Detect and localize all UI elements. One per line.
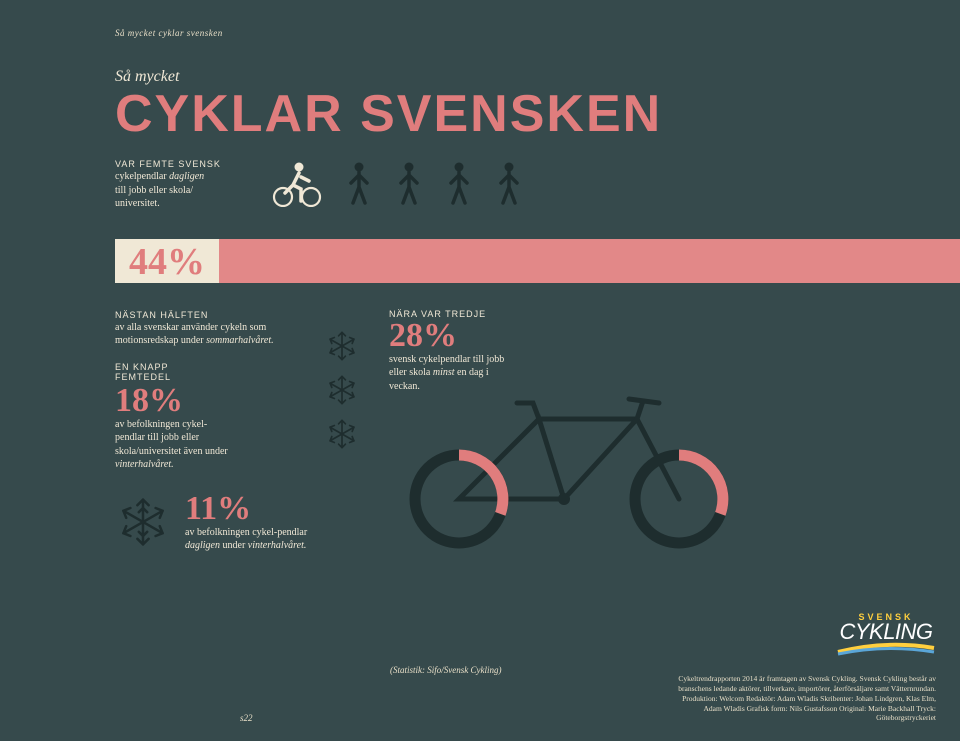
source-line: (Statistik: Sifo/Svensk Cykling) [390, 665, 501, 675]
stat-28-value: 28% [389, 319, 845, 353]
var-femte-block: VAR FEMTE SVENSK cykelpendlar dagligen t… [115, 158, 245, 211]
headline: CYKLAR SVENSKEN [115, 88, 845, 140]
logo-name: CYKLING [836, 622, 936, 642]
page-number: s22 [240, 713, 253, 723]
snowflake-icon [325, 329, 359, 363]
colophon: Cykeltrendrapporten 2014 är framtagen av… [676, 674, 936, 723]
nastan-halften-label: NÄSTAN HÄLFTEN [115, 309, 295, 321]
nastan-halften-block: NÄSTAN HÄLFTEN av alla svenskar använder… [115, 309, 295, 348]
walker-icon [495, 161, 523, 207]
stat-11-value: 11% [185, 492, 325, 526]
var-femte-label: VAR FEMTE SVENSK [115, 158, 245, 170]
stat-18-value: 18% [115, 384, 295, 418]
snowflake-column [325, 309, 359, 472]
snowflake-icon [325, 373, 359, 407]
en-knapp-label: EN KNAPP [115, 362, 295, 372]
snowflake-icon [325, 417, 359, 451]
walker-icon [445, 161, 473, 207]
logo-swoosh-icon [836, 642, 936, 656]
en-knapp-femtedel-block: EN KNAPP FEMTEDEL 18% av befolkningen cy… [115, 362, 295, 472]
running-head: Så mycket cyklar svensken [115, 28, 845, 38]
svensk-cykling-logo: SVENSK CYKLING [836, 612, 936, 661]
femtedel-label: FEMTEDEL [115, 372, 295, 382]
bike-donut-chart [389, 379, 749, 549]
walker-icon [345, 161, 373, 207]
walker-icon [395, 161, 423, 207]
cyclist-icon [269, 161, 323, 207]
stat-44-bar: 44% [115, 239, 845, 283]
stat-44-value: 44% [115, 239, 219, 283]
people-icons-row [269, 161, 523, 211]
stat-44-fill [219, 239, 960, 283]
nara-var-tredje-label: NÄRA VAR TREDJE [389, 309, 845, 319]
kicker: Så mycket [115, 68, 845, 86]
eleven-block: 11% av befolkningen cykel-pendlar daglig… [185, 492, 325, 553]
snowflake-icon-large [115, 494, 171, 550]
